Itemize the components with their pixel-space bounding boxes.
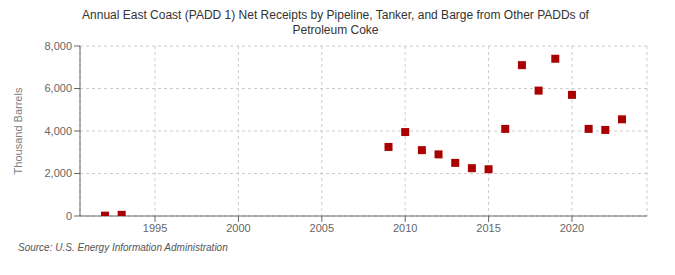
svg-text:0: 0 <box>66 210 72 222</box>
svg-text:2010: 2010 <box>393 222 417 234</box>
html-text:Petroleum Coke: Petroleum Coke <box>292 23 379 37</box>
svg-text:8,000: 8,000 <box>44 40 72 52</box>
html-text:Source: U.S. Energy Informatio: Source: U.S. Energy Information Administ… <box>18 242 228 253</box>
svg-text:2000: 2000 <box>226 222 250 234</box>
svg-text:6,000: 6,000 <box>44 82 72 94</box>
svg-text:4,000: 4,000 <box>44 125 72 137</box>
svg-text:Thousand Barrels: Thousand Barrels <box>12 87 24 174</box>
svg-text:2,000: 2,000 <box>44 167 72 179</box>
svg-text:2005: 2005 <box>310 222 334 234</box>
html-text:Annual East Coast (PADD 1) Net: Annual East Coast (PADD 1) Net Receipts … <box>82 8 589 22</box>
svg-text:1995: 1995 <box>143 222 167 234</box>
svg-text:2020: 2020 <box>560 222 584 234</box>
svg-text:2015: 2015 <box>476 222 500 234</box>
